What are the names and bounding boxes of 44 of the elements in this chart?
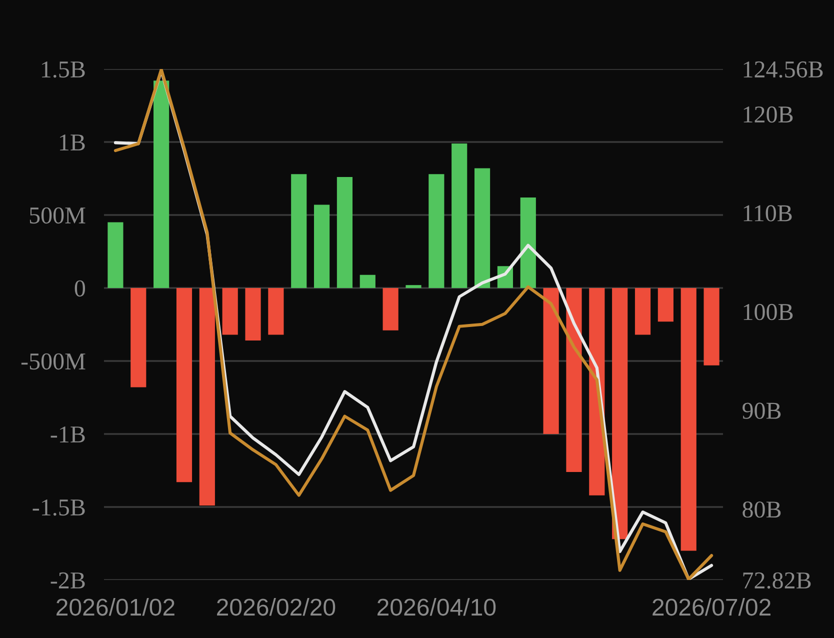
y-tick-label: 500M (30, 207, 86, 224)
bar (474, 168, 490, 288)
x-tick-label: 2026/04/10 (378, 598, 496, 616)
bar (222, 288, 238, 335)
y-tick-label: -500M (21, 353, 86, 370)
bar (176, 288, 192, 482)
x-tick-label: 2026/02/20 (217, 598, 336, 616)
y-tick-label: 0 (74, 280, 86, 297)
bar (406, 285, 422, 288)
bar (612, 288, 628, 540)
y-tick-label: -1B (50, 426, 85, 442)
y2-tick-label: 120B (744, 106, 793, 123)
bar (680, 288, 696, 551)
bar (314, 204, 330, 288)
y2-tick-label: 100B (744, 304, 793, 320)
bar (360, 274, 376, 288)
bar (268, 288, 284, 335)
y2-tick-label: 110B (744, 205, 792, 222)
bar (566, 288, 582, 472)
x-tick-label: 2026/01/02 (56, 598, 174, 616)
bar (199, 288, 215, 506)
y-tick-label: -1.5B (32, 499, 85, 516)
bar (634, 288, 651, 335)
bar (291, 174, 307, 288)
x-tick-label: 2026/07/02 (652, 598, 770, 616)
bar (154, 80, 170, 288)
bar (108, 222, 124, 288)
y-tick-label: -2B (50, 572, 85, 588)
bar (658, 288, 674, 322)
bar (520, 197, 536, 288)
bar (428, 174, 444, 288)
bar (245, 288, 261, 341)
y-tick-label: 1B (60, 134, 85, 150)
y-tick-label: 1.5B (42, 61, 85, 78)
bar (130, 288, 146, 388)
bar (336, 177, 353, 288)
y2-tick-label: 80B (742, 501, 781, 518)
bar (543, 288, 559, 434)
y2-tick-label: 90B (742, 402, 781, 419)
y2-tick-label: 124.56B (744, 61, 823, 78)
bar (704, 288, 720, 366)
y2-tick-label: 72.82B (743, 572, 811, 589)
bar (382, 288, 398, 330)
bar (452, 143, 468, 288)
